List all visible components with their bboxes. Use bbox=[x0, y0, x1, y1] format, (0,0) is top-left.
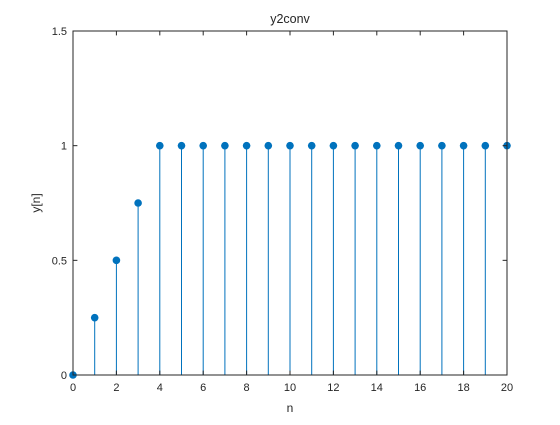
x-tick-label: 6 bbox=[200, 382, 206, 394]
x-tick-label: 8 bbox=[244, 382, 250, 394]
stem-marker bbox=[134, 199, 142, 207]
stem-marker bbox=[438, 141, 446, 150]
x-tick-label: 4 bbox=[157, 382, 163, 394]
stem-marker bbox=[242, 141, 251, 150]
stem-marker bbox=[373, 141, 381, 150]
x-tick-label: 20 bbox=[501, 382, 513, 394]
chart-title: y2conv bbox=[270, 12, 310, 26]
stem-marker bbox=[264, 141, 273, 150]
stems-layer bbox=[69, 141, 511, 379]
stem-marker bbox=[459, 141, 468, 150]
stem-marker bbox=[351, 141, 359, 150]
stem-marker bbox=[90, 313, 99, 322]
x-tick-label: 0 bbox=[70, 382, 76, 394]
stem-marker bbox=[481, 141, 490, 150]
stem-marker bbox=[286, 141, 294, 150]
stem-marker bbox=[156, 141, 164, 150]
y-tick-label: 0.5 bbox=[52, 255, 67, 267]
stem-marker bbox=[112, 256, 121, 265]
y-tick-label: 1 bbox=[61, 141, 67, 153]
stem-marker bbox=[329, 141, 338, 150]
stem-marker bbox=[177, 141, 186, 150]
ticks-layer: 0 2 4 6 8 10 12 14 16 18 20 0 0.5 1 1.5 bbox=[52, 26, 513, 394]
x-tick-label: 10 bbox=[284, 382, 296, 394]
y-tick-label: 1.5 bbox=[52, 26, 67, 38]
x-tick-label: 2 bbox=[113, 382, 119, 394]
stem-marker bbox=[199, 141, 207, 150]
x-tick-label: 14 bbox=[371, 382, 383, 394]
stem-marker bbox=[394, 141, 403, 150]
stem-marker bbox=[307, 141, 316, 150]
x-tick-label: 16 bbox=[414, 382, 426, 394]
x-tick-label: 12 bbox=[327, 382, 339, 394]
axes-box bbox=[72, 30, 508, 376]
stem-marker bbox=[221, 141, 229, 150]
x-tick-label: 18 bbox=[457, 382, 469, 394]
stem-marker bbox=[416, 141, 425, 150]
x-axis-label: n bbox=[287, 401, 294, 415]
y-tick-label: 0 bbox=[61, 370, 67, 382]
y-axis-label: y[n] bbox=[29, 193, 43, 212]
